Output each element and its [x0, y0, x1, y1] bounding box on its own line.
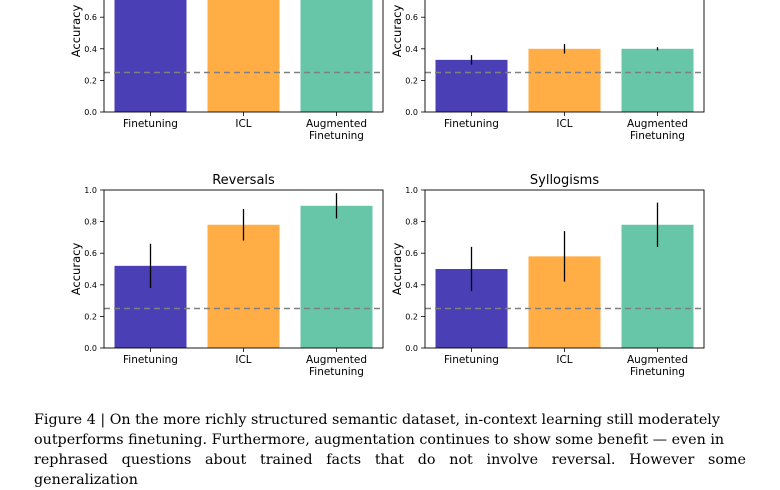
y-tick-label: 0.0: [84, 344, 97, 353]
chart-panel-1: Finetuning ICL AugmentedFinetuning0.00.20.…: [69, 0, 384, 142]
y-axis-label: Accuracy: [390, 5, 404, 58]
x-tick-label: Finetuning: [123, 118, 178, 130]
bar-2: [528, 48, 601, 112]
bar-1: [114, 0, 187, 112]
caption-line-1: Figure 4 | On the more richly structured…: [34, 412, 720, 428]
x-tick-label: ICL: [235, 118, 251, 130]
axes-frame: [103, 0, 384, 113]
y-tick-label: 0.0: [405, 108, 418, 117]
axes-frame: [424, 189, 705, 349]
y-tick-label: 0.0: [84, 108, 97, 117]
chart-title: Syllogisms: [530, 173, 599, 188]
x-tick-label: Augmented: [627, 118, 688, 130]
chart-panel-2: Finetuning ICL AugmentedFinetuning0.00.20.…: [390, 0, 705, 142]
x-tick-label: Finetuning: [630, 366, 685, 378]
x-tick-label: ICL: [235, 354, 251, 366]
y-tick-label: 1.0: [84, 186, 97, 195]
caption-line-2: outperforms finetuning. Furthermore, aug…: [34, 432, 725, 448]
y-tick-label: 0.8: [405, 218, 418, 227]
figure-charts: Finetuning ICL AugmentedFinetuning0.00.20.…: [69, 0, 705, 378]
bar-3: [300, 0, 373, 112]
y-tick-label: 0.2: [405, 312, 418, 321]
x-tick-label: Finetuning: [630, 130, 685, 142]
bar-2: [207, 224, 280, 348]
y-tick-label: 0.0: [405, 344, 418, 353]
y-tick-label: 1.0: [405, 186, 418, 195]
y-tick-label: 0.4: [405, 45, 418, 54]
y-tick-label: 0.6: [84, 13, 97, 22]
y-tick-label: 0.6: [405, 249, 418, 258]
caption-line-3: rephrased questions about trained facts …: [34, 452, 746, 488]
axes-frame: [424, 0, 705, 113]
x-tick-label: Finetuning: [123, 354, 178, 366]
y-tick-label: 0.6: [405, 13, 418, 22]
bar-2: [207, 0, 280, 112]
y-tick-label: 0.4: [84, 45, 97, 54]
x-tick-label: Finetuning: [444, 118, 499, 130]
x-tick-label: Finetuning: [444, 354, 499, 366]
y-tick-label: 0.6: [84, 249, 97, 258]
bar-1: [435, 59, 508, 112]
y-tick-label: 0.2: [84, 76, 97, 85]
y-tick-label: 0.2: [84, 312, 97, 321]
y-axis-label: Accuracy: [69, 243, 83, 296]
axes-frame: [103, 189, 384, 349]
x-tick-label: Augmented: [627, 354, 688, 366]
y-tick-label: 0.4: [84, 281, 97, 290]
figure-caption: Figure 4 | On the more richly structured…: [34, 410, 746, 490]
y-axis-label: Accuracy: [390, 243, 404, 296]
bar-3: [300, 205, 373, 348]
x-tick-label: ICL: [556, 118, 572, 130]
x-tick-label: Finetuning: [309, 130, 364, 142]
bar-3: [621, 48, 694, 112]
y-tick-label: 0.8: [84, 218, 97, 227]
y-tick-label: 0.4: [405, 281, 418, 290]
x-tick-label: Finetuning: [309, 366, 364, 378]
y-tick-label: 0.2: [405, 76, 418, 85]
chart-title: Reversals: [212, 173, 275, 188]
x-tick-label: Augmented: [306, 118, 367, 130]
x-tick-label: Augmented: [306, 354, 367, 366]
y-axis-label: Accuracy: [69, 5, 83, 58]
x-tick-label: ICL: [556, 354, 572, 366]
